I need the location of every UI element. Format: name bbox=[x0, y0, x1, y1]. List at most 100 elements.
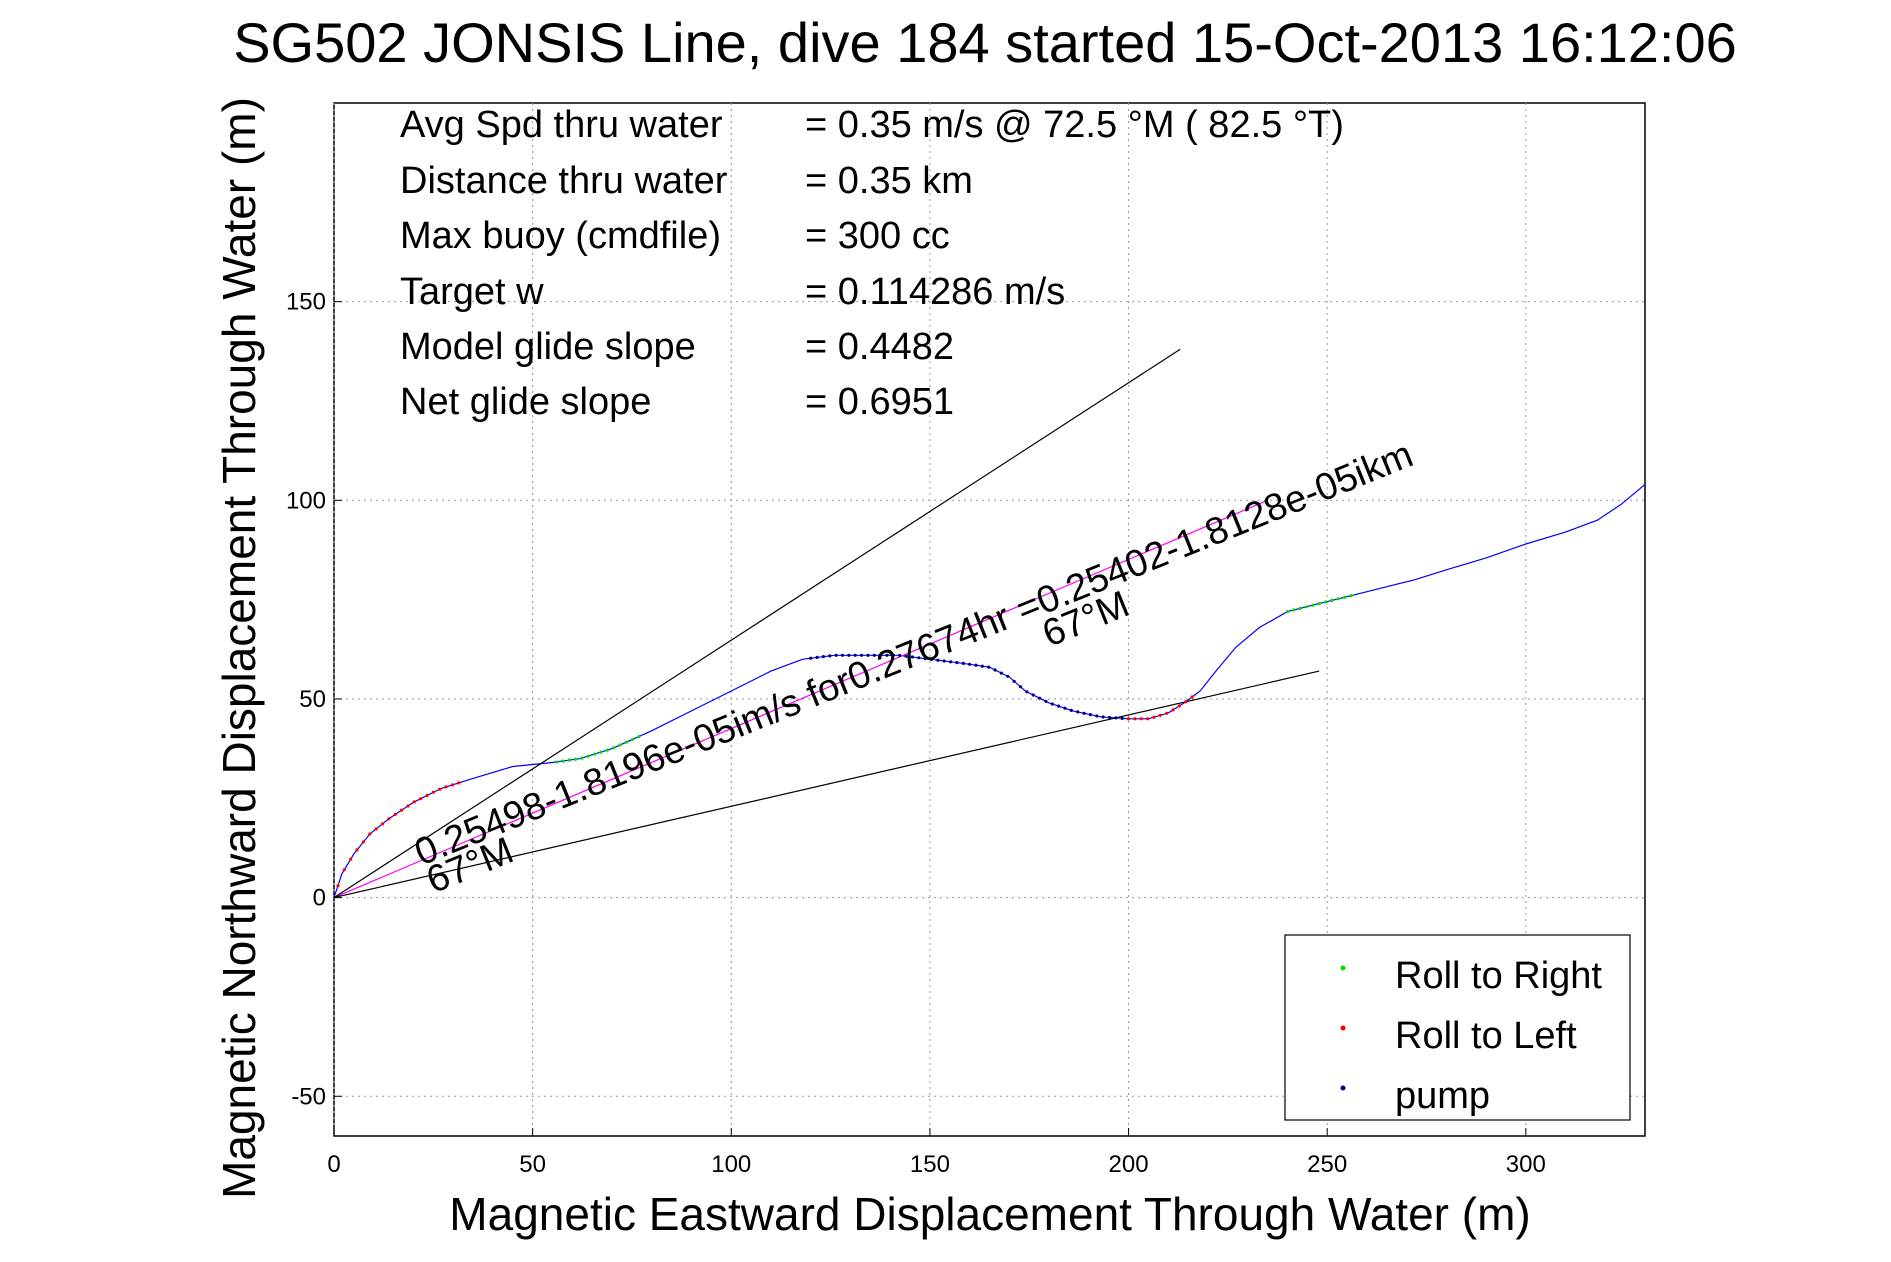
track-marker bbox=[618, 743, 622, 747]
track-marker bbox=[968, 662, 972, 666]
track-marker bbox=[1101, 715, 1105, 719]
track-marker bbox=[1012, 679, 1016, 683]
chart-title: SG502 JONSIS Line, dive 184 started 15-O… bbox=[233, 11, 1737, 74]
track-marker bbox=[1120, 716, 1124, 721]
track-marker bbox=[872, 653, 876, 657]
x-tick-label: 300 bbox=[1506, 1151, 1546, 1178]
track-marker bbox=[840, 653, 845, 657]
track-marker bbox=[393, 812, 397, 817]
track-marker bbox=[573, 757, 578, 761]
track-marker bbox=[425, 793, 429, 798]
track-marker bbox=[815, 655, 819, 660]
track-marker bbox=[993, 668, 997, 672]
track-marker bbox=[342, 868, 346, 872]
axis-ticks: 0 50 100 150 200 250 300 -50 0 50 100 150 bbox=[286, 289, 1546, 1178]
stat-value-1: = 0.35 km bbox=[805, 160, 973, 202]
stat-label-0: Avg Spd thru water bbox=[400, 104, 723, 146]
track-marker bbox=[1088, 713, 1092, 717]
stat-value-4: = 0.4482 bbox=[805, 326, 954, 368]
track-marker bbox=[1158, 713, 1162, 717]
series-line-2 bbox=[333, 348, 1181, 899]
grid bbox=[333, 103, 1645, 1136]
track-marker bbox=[1114, 716, 1118, 720]
track-marker bbox=[904, 654, 908, 658]
track-marker bbox=[624, 740, 629, 744]
track-marker bbox=[1038, 696, 1042, 700]
track-marker bbox=[1057, 704, 1061, 708]
track-marker bbox=[853, 653, 857, 657]
stat-label-2: Max buoy (cmdfile) bbox=[400, 215, 721, 257]
track-marker bbox=[561, 759, 565, 763]
track-marker bbox=[1184, 700, 1188, 704]
track-marker bbox=[1107, 715, 1112, 720]
track-marker bbox=[444, 785, 448, 789]
track-marker bbox=[586, 754, 590, 758]
track-marker bbox=[412, 800, 416, 804]
legend-label-roll-left: Roll to Left bbox=[1395, 1015, 1577, 1057]
x-tick-label: 250 bbox=[1307, 1151, 1347, 1178]
y-axis-label: Magnetic Northward Displacement Through … bbox=[213, 97, 265, 1199]
track-marker bbox=[847, 653, 851, 657]
track-marker bbox=[387, 817, 391, 821]
track-marker bbox=[1298, 606, 1302, 611]
stat-label-3: Target w bbox=[400, 271, 544, 313]
legend-marker-pump bbox=[1340, 1085, 1346, 1091]
track-marker bbox=[961, 661, 965, 666]
track-marker bbox=[910, 655, 915, 659]
track-marker bbox=[955, 661, 959, 665]
track-marker bbox=[1336, 597, 1340, 601]
track-marker bbox=[1330, 598, 1334, 603]
x-tick-label: 50 bbox=[519, 1151, 546, 1178]
track-marker bbox=[450, 783, 454, 787]
legend-label-roll-right: Roll to Right bbox=[1395, 955, 1602, 997]
track-marker bbox=[1139, 717, 1143, 721]
x-tick-label: 100 bbox=[711, 1151, 751, 1178]
track-marker bbox=[898, 653, 902, 658]
stat-value-0: = 0.35 m/s @ 72.5 °M ( 82.5 °T) bbox=[805, 104, 1344, 146]
x-tick-label: 150 bbox=[910, 1151, 950, 1178]
track-marker bbox=[612, 746, 616, 750]
track-marker bbox=[1324, 600, 1328, 604]
track-marker bbox=[349, 857, 353, 861]
legend-marker-roll-right bbox=[1340, 965, 1346, 971]
data-markers bbox=[336, 594, 1353, 888]
track-marker bbox=[431, 790, 435, 794]
data-lines bbox=[333, 348, 1646, 899]
track-marker bbox=[1133, 717, 1137, 721]
track-marker bbox=[828, 654, 832, 658]
track-marker bbox=[361, 840, 365, 844]
track-marker bbox=[929, 657, 934, 662]
track-marker bbox=[999, 671, 1004, 675]
legend-marker-roll-left bbox=[1340, 1025, 1346, 1031]
track-marker bbox=[987, 665, 991, 669]
track-marker bbox=[936, 658, 940, 662]
stat-value-5: = 0.6951 bbox=[805, 381, 954, 423]
series-line-0 bbox=[333, 483, 1646, 898]
track-marker bbox=[1292, 608, 1296, 612]
track-marker bbox=[438, 787, 442, 791]
track-marker bbox=[860, 653, 864, 657]
track-marker bbox=[1190, 695, 1194, 699]
track-marker bbox=[406, 804, 410, 808]
track-marker bbox=[1177, 704, 1181, 708]
track-marker bbox=[1317, 602, 1321, 606]
track-marker bbox=[399, 808, 404, 812]
track-marker bbox=[554, 760, 559, 764]
track-marker bbox=[917, 656, 921, 660]
series-line-1 bbox=[333, 499, 1268, 899]
track-marker bbox=[599, 750, 603, 754]
track-marker bbox=[1152, 715, 1156, 719]
stat-value-3: = 0.114286 m/s bbox=[805, 271, 1065, 313]
track-marker bbox=[1171, 708, 1175, 712]
track-marker bbox=[1095, 714, 1099, 718]
track-marker bbox=[1343, 595, 1347, 599]
track-marker bbox=[1165, 711, 1169, 715]
track-marker bbox=[1025, 690, 1029, 694]
track-marker bbox=[605, 748, 609, 752]
track-marker bbox=[1076, 710, 1080, 714]
track-marker bbox=[821, 655, 826, 659]
stat-label-5: Net glide slope bbox=[400, 381, 651, 423]
track-marker bbox=[1146, 717, 1150, 721]
track-marker bbox=[368, 832, 372, 836]
